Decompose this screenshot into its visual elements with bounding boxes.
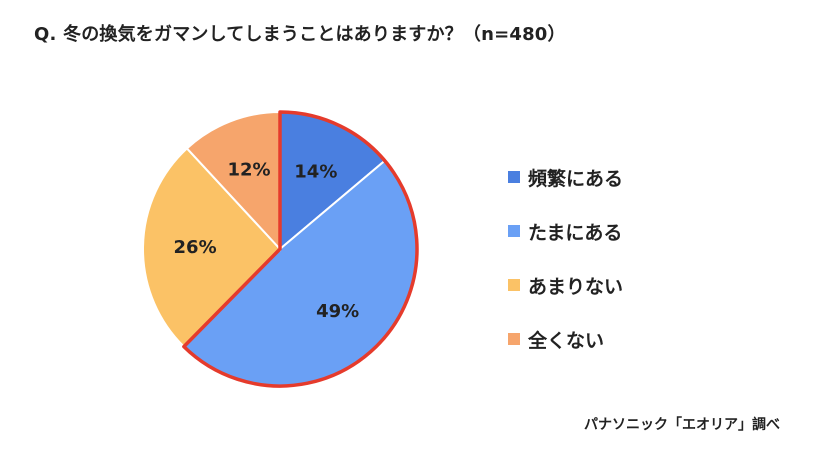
legend-swatch (508, 333, 520, 345)
legend-label: たまにある (528, 221, 623, 244)
legend-item: あまりない (508, 258, 623, 312)
pie-slice-never (185, 110, 281, 252)
pie-slice-rarely (142, 147, 282, 349)
legend-swatch (508, 279, 520, 291)
legend-label: 全くない (528, 329, 605, 352)
legend-item: 頻繁にある (508, 150, 623, 204)
highlight-outline (182, 110, 419, 388)
data-label-frequent: 14% (294, 161, 337, 182)
data-label-sometimes: 49% (316, 301, 359, 322)
data-label-rarely: 26% (174, 237, 217, 258)
legend-item: たまにある (508, 204, 623, 258)
source-note: パナソニック「エオリア」調べ (584, 417, 780, 433)
chart-title: Q. 冬の換気をガマンしてしまうことはありますか？（n=480） (34, 24, 566, 45)
legend-label: 頻繁にある (528, 167, 624, 190)
legend-item: 全くない (508, 312, 623, 366)
legend-label: あまりない (528, 275, 624, 298)
legend-swatch (508, 171, 520, 183)
data-label-never: 12% (227, 159, 270, 180)
legend: 頻繁にある たまにある あまりない 全くない (508, 150, 623, 366)
legend-swatch (508, 225, 520, 237)
